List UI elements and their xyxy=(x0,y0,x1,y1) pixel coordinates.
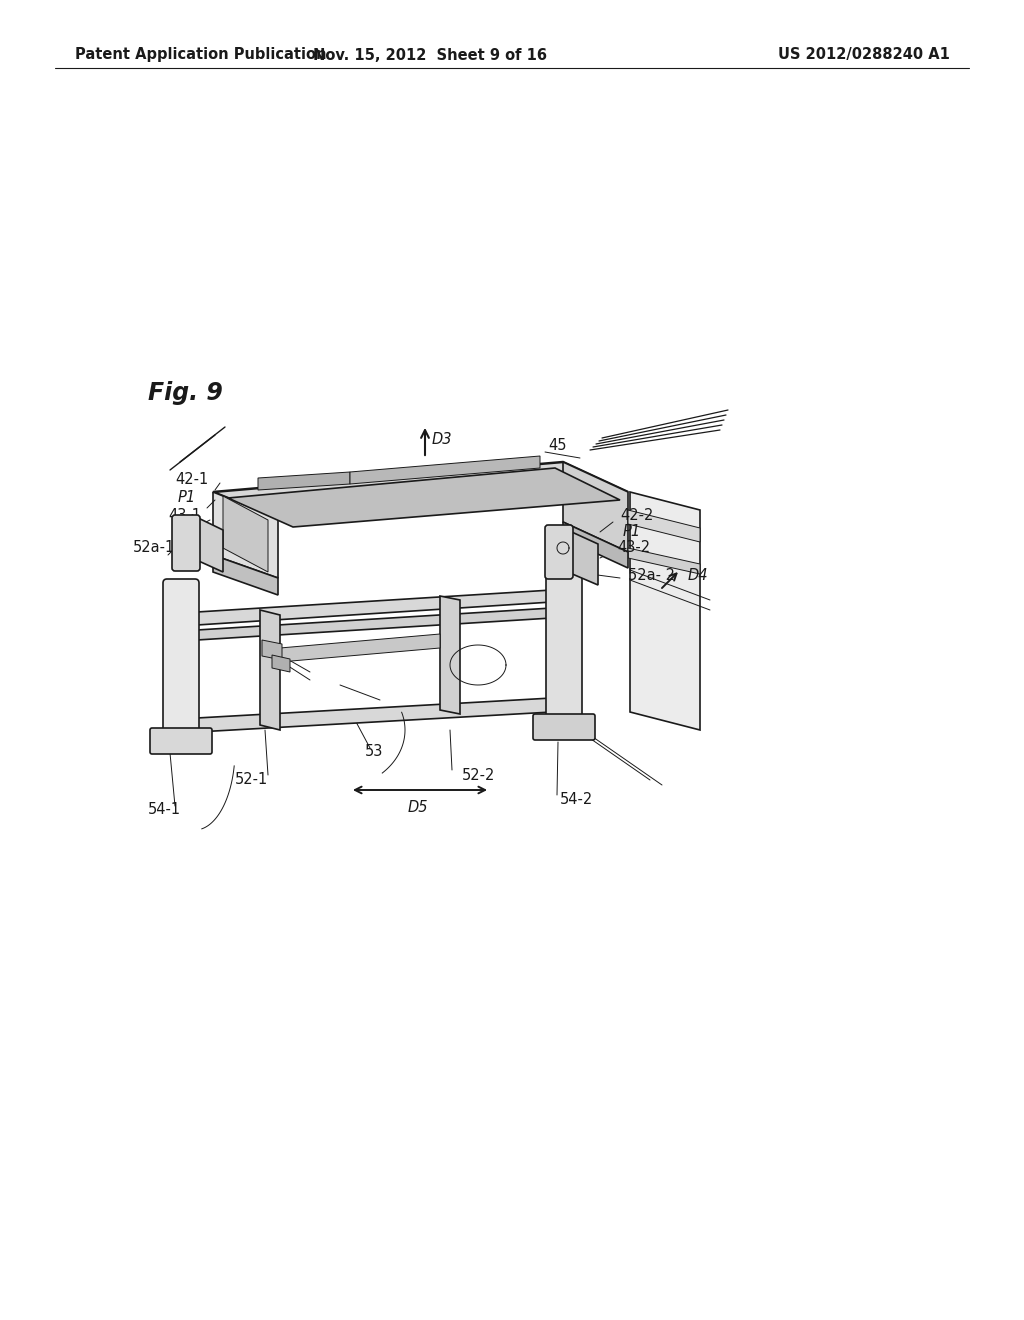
Polygon shape xyxy=(563,462,628,552)
Polygon shape xyxy=(213,554,278,595)
Text: D5: D5 xyxy=(408,800,428,816)
FancyBboxPatch shape xyxy=(163,579,199,742)
Text: 52a-1: 52a-1 xyxy=(133,540,175,556)
Polygon shape xyxy=(628,548,700,574)
Polygon shape xyxy=(563,528,598,585)
Text: 52-1: 52-1 xyxy=(234,772,268,788)
Polygon shape xyxy=(630,492,700,730)
Text: Fig. 9: Fig. 9 xyxy=(148,381,223,405)
Text: 53: 53 xyxy=(365,744,383,759)
Polygon shape xyxy=(563,521,628,568)
Polygon shape xyxy=(197,609,552,640)
Polygon shape xyxy=(223,496,268,572)
Text: P1: P1 xyxy=(623,524,641,540)
Polygon shape xyxy=(193,515,223,572)
Text: P1: P1 xyxy=(178,491,197,506)
Polygon shape xyxy=(228,469,620,527)
Text: 45: 45 xyxy=(548,438,566,454)
Text: 42-1: 42-1 xyxy=(175,473,208,487)
Text: Patent Application Publication: Patent Application Publication xyxy=(75,48,327,62)
FancyBboxPatch shape xyxy=(545,525,573,579)
FancyBboxPatch shape xyxy=(150,729,212,754)
Polygon shape xyxy=(197,698,552,733)
Text: 43-2: 43-2 xyxy=(617,540,650,556)
Text: 43-1: 43-1 xyxy=(168,508,201,524)
Polygon shape xyxy=(213,492,278,578)
FancyBboxPatch shape xyxy=(546,564,582,727)
Polygon shape xyxy=(258,473,350,490)
Polygon shape xyxy=(260,610,280,730)
Polygon shape xyxy=(280,634,440,663)
Text: D4: D4 xyxy=(688,569,709,583)
Text: US 2012/0288240 A1: US 2012/0288240 A1 xyxy=(778,48,950,62)
Text: 42-2: 42-2 xyxy=(620,508,653,524)
Text: Nov. 15, 2012  Sheet 9 of 16: Nov. 15, 2012 Sheet 9 of 16 xyxy=(313,48,547,62)
Polygon shape xyxy=(213,462,628,517)
Polygon shape xyxy=(262,640,282,660)
Polygon shape xyxy=(272,655,290,672)
Text: 54-2: 54-2 xyxy=(560,792,593,808)
Text: 54-1: 54-1 xyxy=(148,803,181,817)
Text: D3: D3 xyxy=(432,433,453,447)
Polygon shape xyxy=(440,597,460,714)
Text: 52-2: 52-2 xyxy=(462,767,496,783)
Polygon shape xyxy=(628,510,700,543)
FancyBboxPatch shape xyxy=(172,515,200,572)
FancyBboxPatch shape xyxy=(534,714,595,741)
Polygon shape xyxy=(350,455,540,484)
Text: 52a- 2: 52a- 2 xyxy=(628,568,675,582)
Polygon shape xyxy=(197,590,552,624)
